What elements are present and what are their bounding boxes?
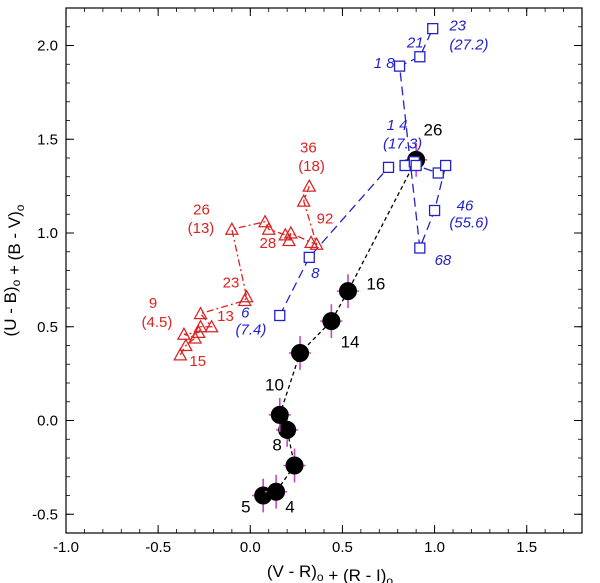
data-point-triangle bbox=[173, 347, 188, 361]
data-point-triangle bbox=[296, 193, 311, 207]
data-point-triangle bbox=[193, 306, 208, 320]
data-point-triangle bbox=[176, 326, 192, 340]
point-label: 1 8 bbox=[374, 55, 396, 72]
x-tick-label: 1.0 bbox=[424, 539, 445, 556]
point-label: 4 bbox=[285, 497, 294, 516]
point-label: 8 bbox=[272, 436, 281, 455]
data-point-triangle bbox=[278, 227, 293, 241]
data-point-square bbox=[274, 309, 286, 322]
data-point-square bbox=[410, 159, 422, 172]
point-label: 14 bbox=[341, 332, 360, 351]
data-point-triangle bbox=[261, 221, 276, 235]
point-label: 8 bbox=[311, 265, 320, 282]
data-point-circle bbox=[267, 482, 286, 501]
data-point-circle bbox=[322, 312, 341, 331]
data-point-circle bbox=[285, 456, 304, 475]
point-label: 28 bbox=[260, 235, 277, 252]
black-circles-line bbox=[263, 159, 417, 497]
axis-titles: (V - R)o + (R - I)o (U - B)o + (B - V)o bbox=[1, 204, 393, 583]
y-tick-label: 2.0 bbox=[37, 38, 58, 55]
point-label: 92 bbox=[317, 211, 334, 228]
x-tick-label: -0.5 bbox=[145, 539, 171, 556]
point-label: 6 bbox=[241, 304, 250, 321]
point-label: 16 bbox=[366, 274, 385, 293]
data-point-triangle bbox=[178, 338, 193, 352]
point-label: (17.3) bbox=[383, 136, 422, 153]
plot-border bbox=[65, 7, 583, 534]
point-label: 10 bbox=[265, 376, 284, 395]
data-point-triangle bbox=[224, 221, 239, 235]
point-label: 13 bbox=[217, 308, 234, 325]
data-point-square bbox=[439, 159, 452, 172]
series-markers bbox=[173, 22, 452, 513]
point-label: (4.5) bbox=[142, 314, 173, 331]
point-label: 15 bbox=[189, 353, 206, 370]
data-point-square bbox=[303, 251, 315, 264]
x-tick-label: 1.5 bbox=[516, 539, 537, 556]
data-point-triangle bbox=[309, 236, 324, 250]
x-axis-title: (V - R)o + (R - I)o bbox=[267, 562, 394, 583]
data-point-square bbox=[428, 204, 441, 217]
data-point-triangle bbox=[281, 233, 297, 247]
data-point-square bbox=[427, 22, 439, 35]
point-label: (18) bbox=[298, 158, 325, 175]
x-tick-label: -1.0 bbox=[53, 539, 79, 556]
point-label: 46 bbox=[457, 198, 474, 215]
point-label: (27.2) bbox=[449, 36, 488, 53]
y-tick-label: -0.5 bbox=[32, 506, 58, 523]
y-tick-label: 1.0 bbox=[37, 225, 58, 242]
point-label: 9 bbox=[149, 295, 157, 312]
y-tick-label: 0.5 bbox=[37, 319, 58, 336]
point-label: 1 4 bbox=[387, 117, 408, 134]
point-label: 23 bbox=[448, 18, 466, 35]
data-point-triangle bbox=[302, 178, 317, 192]
point-label: 68 bbox=[435, 252, 452, 269]
data-point-circle bbox=[278, 420, 297, 439]
data-point-triangle bbox=[283, 225, 298, 239]
data-point-square bbox=[414, 242, 426, 254]
data-point-circle bbox=[291, 344, 310, 362]
data-point-square bbox=[432, 167, 444, 179]
point-label: 26 bbox=[193, 201, 210, 218]
data-point-circle bbox=[270, 405, 289, 424]
point-label: 21 bbox=[406, 34, 424, 51]
data-point-triangle bbox=[239, 289, 254, 303]
y-axis-title: (U - B)o + (B - V)o bbox=[1, 204, 27, 336]
data-point-square bbox=[414, 51, 426, 63]
y-tick-label: 1.5 bbox=[37, 131, 58, 148]
x-tick-label: 0.0 bbox=[240, 539, 261, 556]
y-tick-label: 0.0 bbox=[37, 413, 58, 430]
data-point-square bbox=[399, 159, 411, 172]
point-label: 26 bbox=[424, 121, 443, 140]
data-point-triangle bbox=[193, 319, 208, 333]
data-point-triangle bbox=[204, 319, 219, 333]
point-label: 5 bbox=[241, 497, 250, 516]
point-label: (13) bbox=[188, 220, 215, 237]
point-label: 23 bbox=[223, 274, 240, 291]
plot-frame bbox=[65, 7, 583, 534]
data-point-triangle bbox=[257, 214, 273, 228]
x-tick-label: 0.5 bbox=[332, 539, 353, 556]
point-label: (55.6) bbox=[449, 214, 488, 231]
point-label: 36 bbox=[300, 139, 317, 156]
data-point-square bbox=[393, 60, 406, 72]
data-point-circle bbox=[338, 282, 357, 301]
axis-ticks: -1.0 -0.5 0.0 0.5 1.0 1.5 -0.5 0.0 0.5 1.0 1.5 2.0 bbox=[32, 7, 583, 556]
point-label: (7.4) bbox=[236, 321, 267, 338]
data-point-square bbox=[382, 161, 395, 174]
